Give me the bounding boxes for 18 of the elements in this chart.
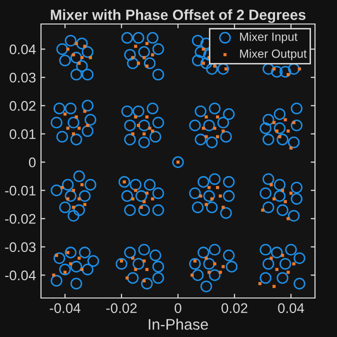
y-tick-label: -0.02 <box>5 214 36 224</box>
x-axis-title: In-Phase <box>148 318 208 330</box>
y-tick-label: -0.01 <box>5 186 36 196</box>
y-tick-label: -0.04 <box>5 270 36 280</box>
y-tick-label: 0.01 <box>10 129 36 140</box>
y-tick-label: 0.02 <box>10 100 36 111</box>
y-tick-label: 0 <box>28 157 36 168</box>
y-tick-label: 0.03 <box>10 72 36 83</box>
y-tick-label: 0.04 <box>10 44 36 54</box>
x-tick-label: -0.04 <box>50 303 80 314</box>
legend-label: Mixer Output <box>240 49 307 60</box>
x-tick-label: 0 <box>174 303 182 314</box>
x-tick-label: 0.04 <box>278 303 304 314</box>
chart-title: Mixer with Phase Offset of 2 Degrees <box>50 9 306 23</box>
y-tick-label: -0.03 <box>5 242 36 252</box>
x-tick-label: 0.02 <box>222 303 248 314</box>
x-tick-label: -0.02 <box>106 303 137 314</box>
legend-label: Mixer Input <box>240 32 298 44</box>
